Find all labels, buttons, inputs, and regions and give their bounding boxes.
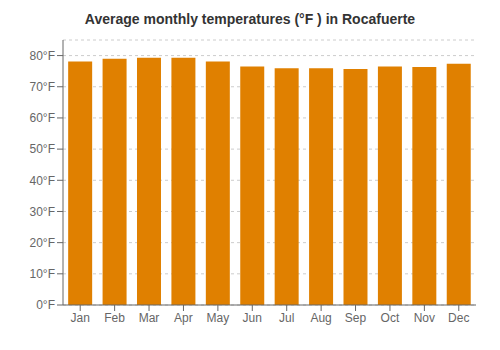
svg-text:0°F: 0°F: [36, 298, 55, 312]
svg-text:Mar: Mar: [139, 311, 160, 325]
svg-text:Sep: Sep: [345, 311, 367, 325]
svg-text:20°F: 20°F: [30, 236, 55, 250]
svg-text:Feb: Feb: [104, 311, 125, 325]
svg-text:40°F: 40°F: [30, 174, 55, 188]
html-text:Average monthly temperatures (: Average monthly temperatures (°F ) in Ro…: [84, 11, 416, 27]
svg-text:30°F: 30°F: [30, 205, 55, 219]
svg-text:Oct: Oct: [381, 311, 400, 325]
svg-text:10°F: 10°F: [30, 267, 55, 281]
svg-text:50°F: 50°F: [30, 142, 55, 156]
svg-text:Apr: Apr: [174, 311, 193, 325]
svg-text:Aug: Aug: [310, 311, 331, 325]
svg-text:Jun: Jun: [243, 311, 262, 325]
svg-text:70°F: 70°F: [30, 80, 55, 94]
svg-text:Jan: Jan: [71, 311, 90, 325]
svg-text:Dec: Dec: [448, 311, 469, 325]
svg-text:60°F: 60°F: [30, 111, 55, 125]
svg-text:Jul: Jul: [279, 311, 294, 325]
svg-text:Nov: Nov: [414, 311, 435, 325]
svg-text:80°F: 80°F: [30, 49, 55, 63]
svg-text:May: May: [207, 311, 230, 325]
